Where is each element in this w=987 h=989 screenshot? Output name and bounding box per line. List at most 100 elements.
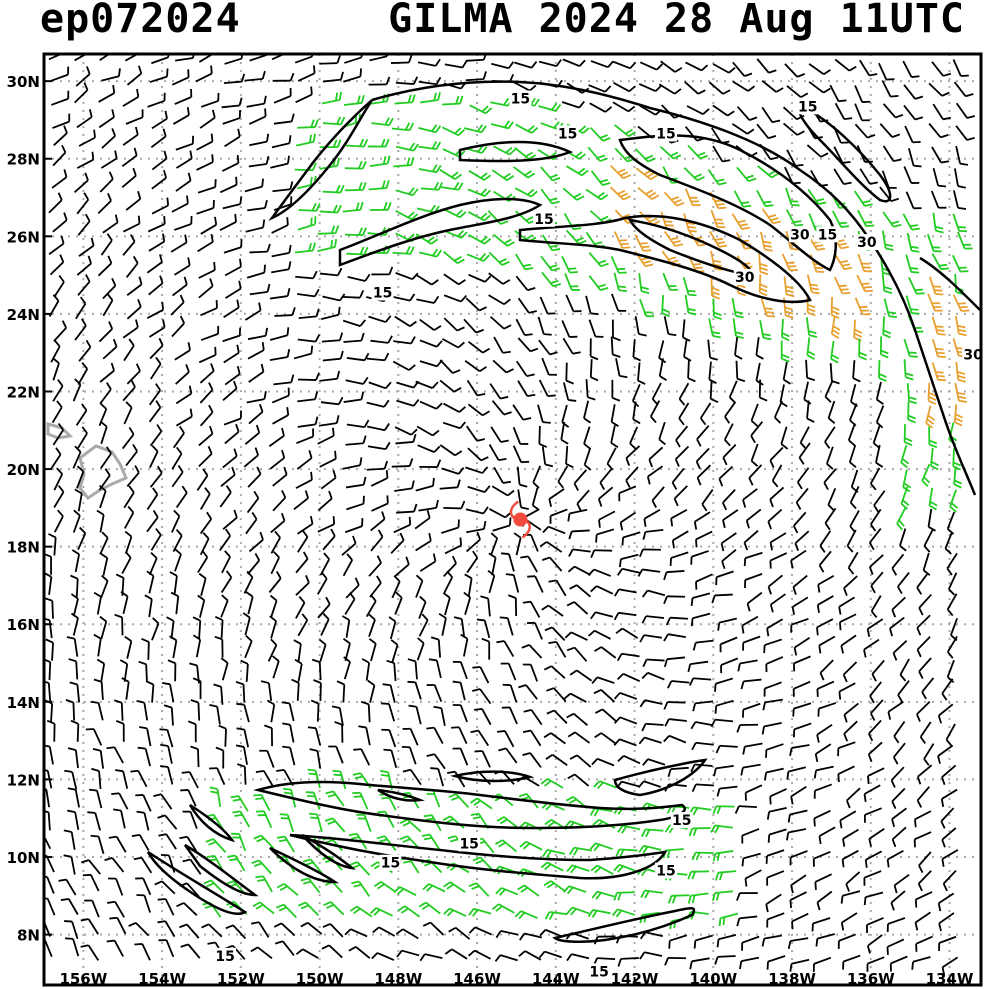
wind-barb <box>344 160 367 170</box>
wind-barb <box>565 294 582 313</box>
wind-barb <box>914 891 933 908</box>
wind-barb <box>298 202 321 212</box>
wind-barb <box>98 109 115 129</box>
wind-barb <box>356 813 372 833</box>
wind-barb <box>611 293 627 312</box>
wind-barb <box>101 68 121 82</box>
wind-barb <box>145 680 155 703</box>
wind-barb <box>663 595 686 605</box>
lat-label: 26N <box>7 228 40 246</box>
contour-label: 15 <box>818 227 837 243</box>
wind-barb <box>501 706 518 725</box>
wind-barb <box>190 699 201 721</box>
wind-barb <box>886 938 905 955</box>
storm-name-date-title: GILMA 2024 28 Aug 11UTC <box>388 0 965 42</box>
wind-barb <box>715 870 737 881</box>
wind-barb <box>863 638 880 658</box>
coastline-big-island <box>78 444 128 501</box>
wind-barb <box>496 640 515 658</box>
wind-barb <box>587 568 612 577</box>
wind-barb <box>133 856 153 874</box>
wind-barb <box>897 680 910 703</box>
wind-barb <box>342 457 363 470</box>
wind-barb <box>766 870 785 886</box>
wind-barb <box>463 591 472 615</box>
wind-barb <box>320 469 337 490</box>
wind-barb <box>690 612 711 627</box>
wind-barb <box>416 637 425 661</box>
wind-barb <box>613 611 637 621</box>
wind-barb <box>104 856 125 873</box>
wind-barb <box>220 594 229 618</box>
wind-barb <box>163 704 174 726</box>
wind-barb <box>538 102 562 112</box>
wind-barb <box>201 923 223 938</box>
wind-barb <box>591 757 615 767</box>
wind-barb <box>463 318 484 334</box>
wind-barb <box>122 88 140 107</box>
wind-barb <box>638 83 662 92</box>
wind-barb <box>96 509 105 533</box>
wind-barb <box>734 805 757 814</box>
wind-barb <box>98 485 107 509</box>
wind-barb <box>515 123 539 134</box>
wind-barb <box>929 276 944 296</box>
wind-barb <box>68 658 79 680</box>
wind-barb <box>52 212 68 233</box>
wind-barb <box>441 126 465 137</box>
wind-barb <box>953 190 967 210</box>
wind-barb <box>930 190 947 209</box>
wind-barb <box>319 267 343 277</box>
wind-barb <box>684 81 706 95</box>
wind-barb <box>637 568 661 577</box>
wind-barb <box>615 848 638 858</box>
wind-barb <box>72 509 81 533</box>
wind-barb <box>816 595 834 613</box>
wind-barb <box>832 210 850 228</box>
wind-barb <box>346 495 365 511</box>
wind-barb <box>517 337 539 353</box>
wind-barb <box>293 639 302 662</box>
wind-barb <box>923 529 934 553</box>
wind-barb <box>430 636 442 658</box>
wind-barb <box>52 113 71 129</box>
wind-barb <box>830 340 840 364</box>
wind-barb <box>515 253 534 271</box>
wind-barb <box>918 657 932 679</box>
wind-barb <box>928 426 938 449</box>
wind-barb <box>196 154 214 171</box>
wind-barb <box>224 280 242 299</box>
wind-barb <box>297 334 321 343</box>
wind-barb <box>947 635 958 659</box>
contour-label: 15 <box>511 92 530 108</box>
wind-barb <box>565 165 589 177</box>
wind-barb <box>787 937 809 949</box>
wind-barb <box>852 360 861 383</box>
wind-barb <box>418 124 442 134</box>
wind-barb <box>115 720 125 742</box>
wind-barb <box>641 615 665 624</box>
wind-barb <box>867 767 885 785</box>
wind-barb <box>693 511 711 530</box>
wind-barb <box>75 66 91 87</box>
wind-barb <box>122 379 136 402</box>
wind-barb <box>614 124 637 137</box>
wind-barb <box>493 466 512 484</box>
wind-barb <box>761 934 782 947</box>
wind-barb <box>613 231 631 249</box>
contour-label: 15 <box>215 949 234 965</box>
wind-barb <box>99 531 109 555</box>
wind-barb <box>205 838 227 853</box>
wind-barb <box>468 169 492 181</box>
wind-barb <box>670 508 688 527</box>
wind-barb <box>428 658 442 679</box>
wind-barb <box>882 211 902 228</box>
wind-barb <box>878 359 887 382</box>
wind-barb <box>712 145 731 163</box>
wind-barb <box>745 508 762 529</box>
wind-barb <box>472 666 490 684</box>
wind-barb <box>180 789 197 807</box>
wind-barb <box>953 404 964 427</box>
wind-barb <box>949 489 959 513</box>
wind-barb <box>812 850 831 867</box>
